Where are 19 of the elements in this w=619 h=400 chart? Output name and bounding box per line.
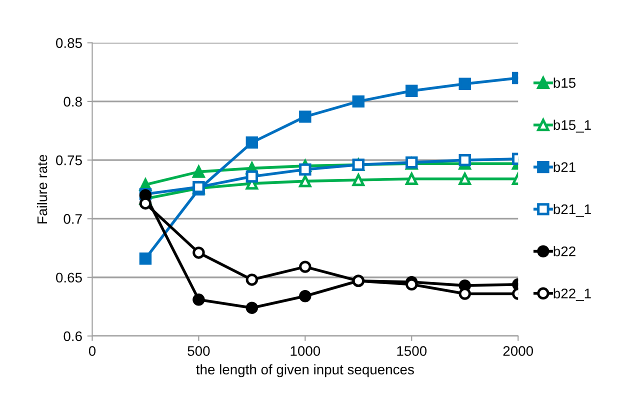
- y-tick-label: 0.8: [64, 96, 82, 107]
- legend-label: b21_1: [554, 204, 591, 217]
- legend-label: b22_1: [554, 288, 591, 302]
- y-tick-label: 0.65: [56, 272, 82, 283]
- x-axis-title: the length of given input sequences: [196, 364, 414, 378]
- x-tick-label: 0: [88, 346, 96, 356]
- y-tick-label: 0.6: [64, 331, 82, 342]
- y-tick-label: 0.85: [56, 38, 82, 48]
- y-tick-label: 0.75: [56, 155, 82, 166]
- x-tick-label: 500: [188, 346, 210, 356]
- y-axis-title: Failure rate: [36, 154, 48, 224]
- legend-label: b15_1: [554, 120, 591, 133]
- y-tick-label: 0.7: [64, 214, 82, 224]
- x-tick-label: 2000: [503, 346, 534, 356]
- legend-label: b15: [554, 78, 576, 88]
- legend-label: b21: [554, 162, 576, 172]
- legend-label: b22: [554, 246, 576, 256]
- x-tick-label: 1500: [397, 346, 427, 356]
- x-tick-label: 1000: [290, 346, 320, 356]
